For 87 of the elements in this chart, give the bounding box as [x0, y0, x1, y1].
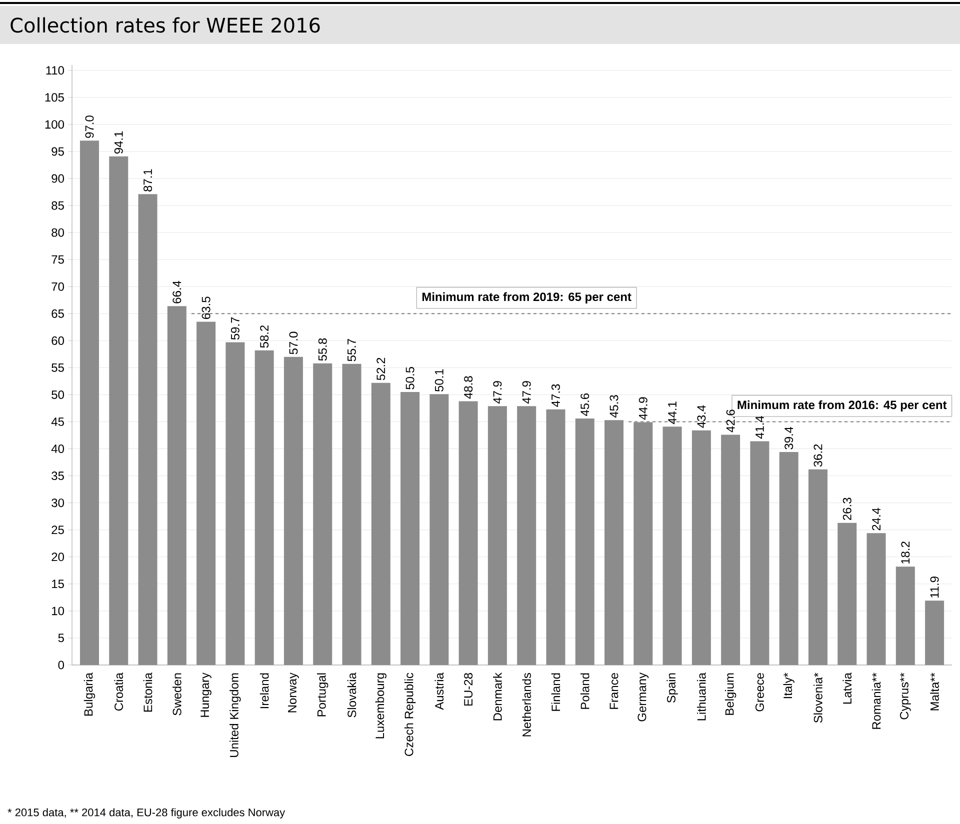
data-label: 94.1 — [114, 131, 123, 154]
data-label: 58.2 — [260, 325, 269, 348]
x-tick-label: Latvia — [842, 672, 852, 704]
ref-line-label: Minimum rate from 2016: 45 per cent — [738, 400, 947, 412]
data-label: 97.0 — [85, 116, 94, 138]
data-label: 24.4 — [872, 508, 880, 530]
x-tick-label: Czech Republic — [404, 672, 416, 756]
x-tick-label: Sweden — [172, 673, 182, 716]
y-tick-label: 100 — [45, 120, 64, 129]
x-tick-label: Italy* — [783, 672, 794, 698]
x-tick-label: Greece — [755, 673, 764, 712]
data-label: 47.3 — [551, 384, 560, 407]
data-label: 42.6 — [726, 410, 735, 432]
x-tick-label: Belgium — [724, 673, 736, 715]
y-tick-label: 35 — [52, 472, 64, 480]
y-tick-label: 10 — [52, 606, 64, 616]
y-tick-label: 70 — [52, 282, 64, 291]
data-label: 39.4 — [784, 426, 794, 450]
text: * 2015 data, ** 2014 data, EU-28 figure excludes Norway — [8, 808, 286, 818]
x-tick-label: Estonia — [143, 672, 152, 712]
y-tick-label: 95 — [52, 147, 64, 156]
x-tick-label: Croatia — [114, 672, 124, 711]
x-tick-label: Finland — [551, 673, 560, 711]
data-label: 45.3 — [610, 395, 618, 418]
x-tick-label: United Kingdom — [230, 673, 241, 757]
y-tick-label: 40 — [51, 444, 64, 454]
x-tick-label: Hungary — [200, 672, 212, 717]
y-tick-label: 105 — [45, 93, 64, 102]
data-label: 52.2 — [376, 358, 386, 380]
x-tick-label: Slovenia* — [814, 672, 822, 723]
x-tick-label: Bulgaria — [84, 672, 96, 716]
x-tick-label: Cyprus** — [900, 672, 911, 720]
x-tick-label: EU-28 — [464, 673, 473, 706]
y-tick-label: 65 — [52, 309, 64, 318]
data-label: 55.8 — [318, 338, 327, 361]
y-tick-label: 110 — [46, 66, 64, 75]
data-label: 57.0 — [289, 332, 298, 354]
y-tick-label: 80 — [52, 228, 64, 237]
y-tick-label: 20 — [52, 552, 64, 562]
data-label: 47.9 — [522, 381, 531, 404]
y-tick-label: 85 — [52, 201, 64, 210]
y-tick-label: 50 — [52, 390, 64, 399]
y-tick-label: 25 — [52, 526, 64, 534]
x-tick-label: France — [610, 673, 618, 709]
y-tick-label: 30 — [52, 498, 64, 508]
data-label: 45.6 — [580, 393, 590, 416]
ref-line-label: Minimum rate from 2019: 65 per cent — [422, 292, 632, 304]
data-label: 55.7 — [348, 338, 356, 362]
x-tick-label: Slovakia — [347, 672, 356, 718]
data-label: 41.4 — [756, 416, 764, 439]
y-tick-label: 5 — [58, 634, 64, 642]
data-label: 47.9 — [493, 381, 502, 404]
x-tick-label: Ireland — [260, 673, 269, 708]
x-tick-label: Germany — [638, 672, 649, 722]
x-tick-label: Lithuania — [697, 672, 706, 720]
y-tick-label: 55 — [52, 364, 64, 372]
data-label: 26.3 — [842, 498, 852, 520]
data-label: 36.2 — [814, 444, 822, 467]
data-label: 11.9 — [930, 576, 939, 598]
x-tick-label: Spain — [666, 673, 678, 703]
x-tick-label: Poland — [580, 673, 590, 709]
chart-title: Collection rates for WEEE 2016 — [10, 17, 320, 33]
data-label: 48.8 — [464, 376, 473, 399]
data-label: 43.4 — [697, 405, 706, 428]
y-tick-label: 15 — [52, 580, 64, 588]
y-tick-label: 0 — [58, 660, 64, 670]
x-tick-label: Austria — [434, 672, 444, 710]
y-tick-label: 60 — [52, 336, 64, 345]
y-tick-label: 90 — [52, 174, 64, 183]
x-tick-label: Portugal — [317, 673, 328, 716]
data-label: 59.7 — [230, 317, 240, 340]
x-tick-label: Norway — [288, 672, 299, 712]
data-label: 63.5 — [202, 296, 210, 319]
data-label: 87.1 — [144, 169, 152, 192]
data-label: 44.1 — [668, 402, 676, 424]
data-label: 66.4 — [172, 280, 182, 304]
data-label: 50.1 — [434, 369, 444, 392]
x-tick-label: Malta** — [930, 672, 939, 710]
x-tick-label: Romania** — [872, 672, 881, 729]
data-label: 18.2 — [901, 542, 910, 564]
x-tick-label: Luxembourg — [375, 673, 386, 738]
data-label: 44.9 — [638, 397, 648, 420]
y-tick-label: 45 — [51, 418, 64, 426]
data-label: 50.5 — [406, 366, 414, 390]
x-tick-label: Netherlands — [522, 672, 531, 736]
y-tick-label: 75 — [52, 255, 64, 264]
x-tick-label: Denmark — [493, 672, 502, 720]
